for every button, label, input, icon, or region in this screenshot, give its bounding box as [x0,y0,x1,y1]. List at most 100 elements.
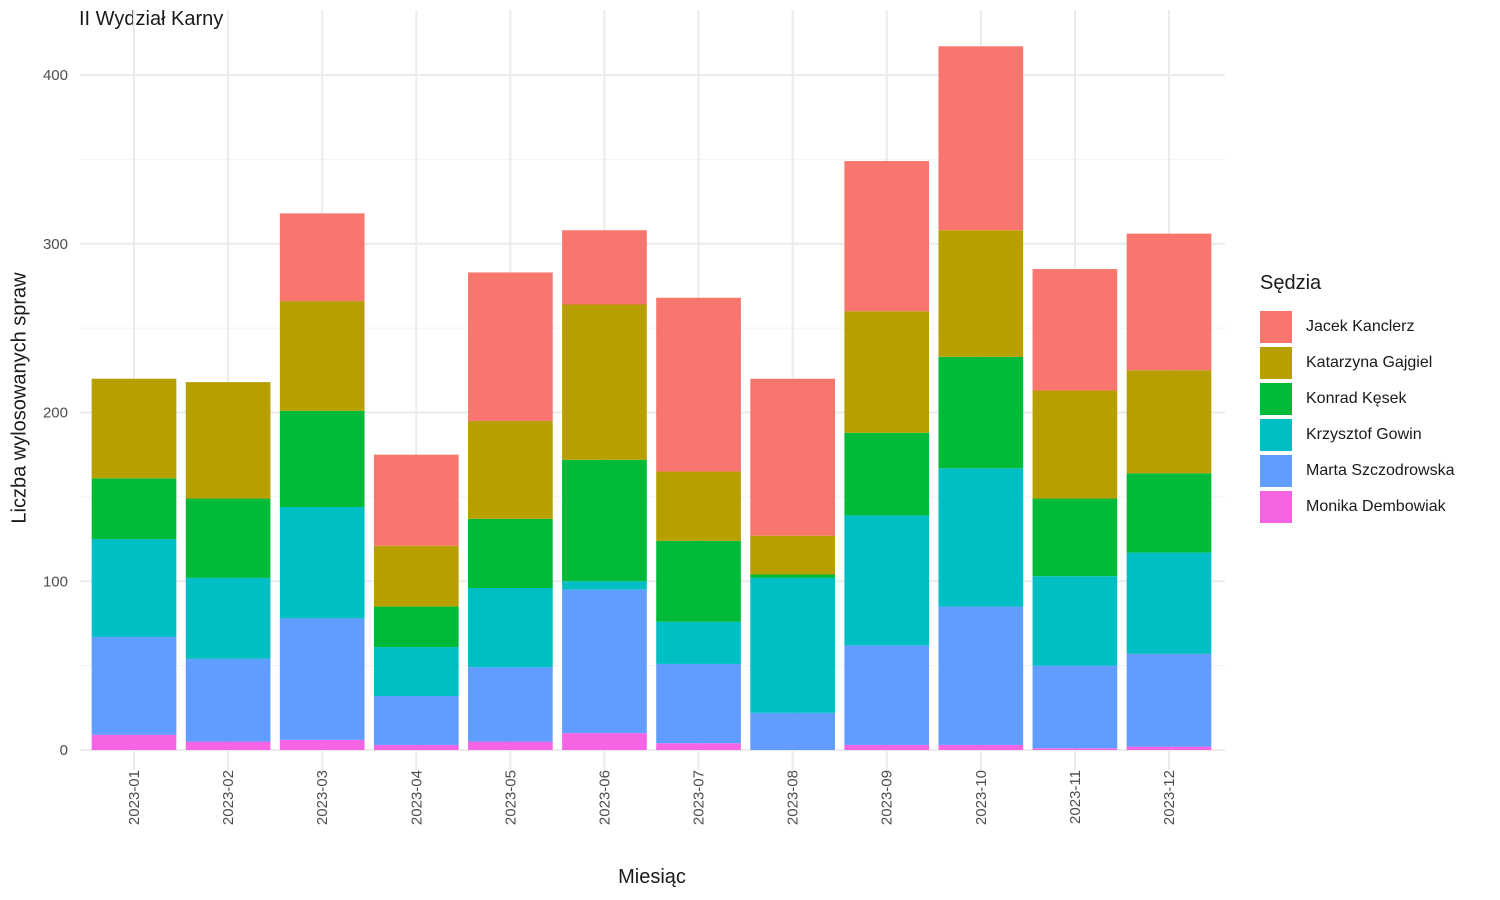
legend-swatch [1260,419,1292,451]
bar-segment [750,574,835,578]
y-tick-label: 400 [43,67,68,84]
bar-segment [844,645,930,745]
x-tick-label: 2023-08 [785,770,802,825]
bar-segment [938,744,1024,750]
legend-swatch [1260,383,1292,415]
x-tick-label: 2023-09 [879,770,896,825]
bar-segment [562,459,647,582]
legend-label: Krzysztof Gowin [1306,426,1422,443]
bar-segment [562,589,647,734]
legend-label: Jacek Kanclerz [1306,318,1415,335]
x-tick-label: 2023-10 [973,770,990,825]
y-tick-label: 0 [60,742,68,759]
bar-segment [373,647,459,696]
legend-swatch [1260,311,1292,343]
legend-item: Monika Dembowiak [1260,489,1455,525]
bar-segment [1126,370,1212,474]
bar-segment [468,420,553,519]
bar-segment [562,581,647,590]
y-tick-label: 300 [43,236,68,253]
bar-segment [468,588,553,668]
bar-segment [750,577,835,713]
bar-segment [185,577,271,659]
bar-segment [373,545,459,607]
legend: Sędzia Jacek Kanclerz Katarzyna Gajgiel Ko… [1260,272,1455,525]
bar-segment [1032,748,1118,750]
bar-segment [91,636,177,735]
bar-segment [91,734,177,750]
bar-segment [844,744,930,750]
y-tick-labels: 0 100 200 300 400 [43,67,68,759]
legend-item: Katarzyna Gajgiel [1260,345,1455,381]
x-tick-label: 2023-02 [220,770,237,825]
bar-segment [562,304,647,460]
y-axis-label: Liczba wylosowanych spraw [8,272,31,524]
x-tick-label: 2023-03 [314,770,331,825]
bar-segment [656,743,741,750]
bar-segment [1126,653,1212,747]
bar-segment [185,741,271,750]
y-tick-label: 200 [43,405,68,422]
bar-segment [1032,390,1118,499]
bar-segment [1032,576,1118,666]
x-tick-label: 2023-01 [126,770,143,825]
bar-segment [279,301,365,411]
bar-segment [844,161,930,312]
bar-segment [1126,746,1212,750]
x-tick-label: 2023-04 [408,770,425,825]
bar-segment [844,311,930,433]
bar-segment [185,498,271,578]
x-tick-label: 2023-05 [502,770,519,825]
bar-segment [1032,665,1118,749]
bar-segment [91,539,177,637]
bar-segment [279,739,365,750]
bar-segment [1126,552,1212,654]
bar-segment [562,230,647,305]
x-tick-label: 2023-06 [596,770,613,825]
legend-items: Jacek Kanclerz Katarzyna Gajgiel Konrad Kę… [1260,309,1455,525]
bar-segment [468,741,553,750]
legend-item: Krzysztof Gowin [1260,417,1455,453]
bar-segment [373,696,459,745]
legend-swatch [1260,491,1292,523]
legend-label: Konrad Kęsek [1306,390,1407,407]
bar-segment [750,712,835,750]
legend-swatch [1260,347,1292,379]
bar-segment [656,297,741,472]
bar-segment [373,744,459,750]
legend-item: Marta Szczodrowska [1260,453,1455,489]
x-tick-label: 2023-11 [1067,770,1084,824]
bar-segment [844,515,930,646]
bar-segment [656,540,741,622]
bar-segment [656,471,741,541]
legend-label: Katarzyna Gajgiel [1306,354,1433,371]
bar-segment [750,535,835,575]
bar-segment [562,733,647,750]
bar-segment [844,432,930,516]
x-tick-labels: 2023-01 2023-02 2023-03 2023-04 2023-05 2023-… [126,770,1178,825]
bar-segment [373,454,459,546]
y-tick-label: 100 [43,573,68,590]
bar-segment [750,378,835,536]
bar-segment [938,46,1024,231]
legend-label: Marta Szczodrowska [1306,462,1455,479]
legend-item: Konrad Kęsek [1260,381,1455,417]
bar-segment [656,621,741,664]
bars [91,46,1212,750]
bar-segment [185,658,271,742]
bar-segment [1032,498,1118,577]
chart-title: II Wydział Karny [79,8,224,30]
bar-segment [468,272,553,421]
bar-segment [279,507,365,619]
bar-segment [1126,233,1212,371]
bar-segment [91,478,177,540]
bar-segment [468,518,553,588]
legend-label: Monika Dembowiak [1306,498,1446,515]
bar-segment [1032,269,1118,391]
legend-item: Jacek Kanclerz [1260,309,1455,345]
bar-segment [279,410,365,507]
bar-segment [279,618,365,740]
bar-segment [279,213,365,302]
legend-swatch [1260,455,1292,487]
